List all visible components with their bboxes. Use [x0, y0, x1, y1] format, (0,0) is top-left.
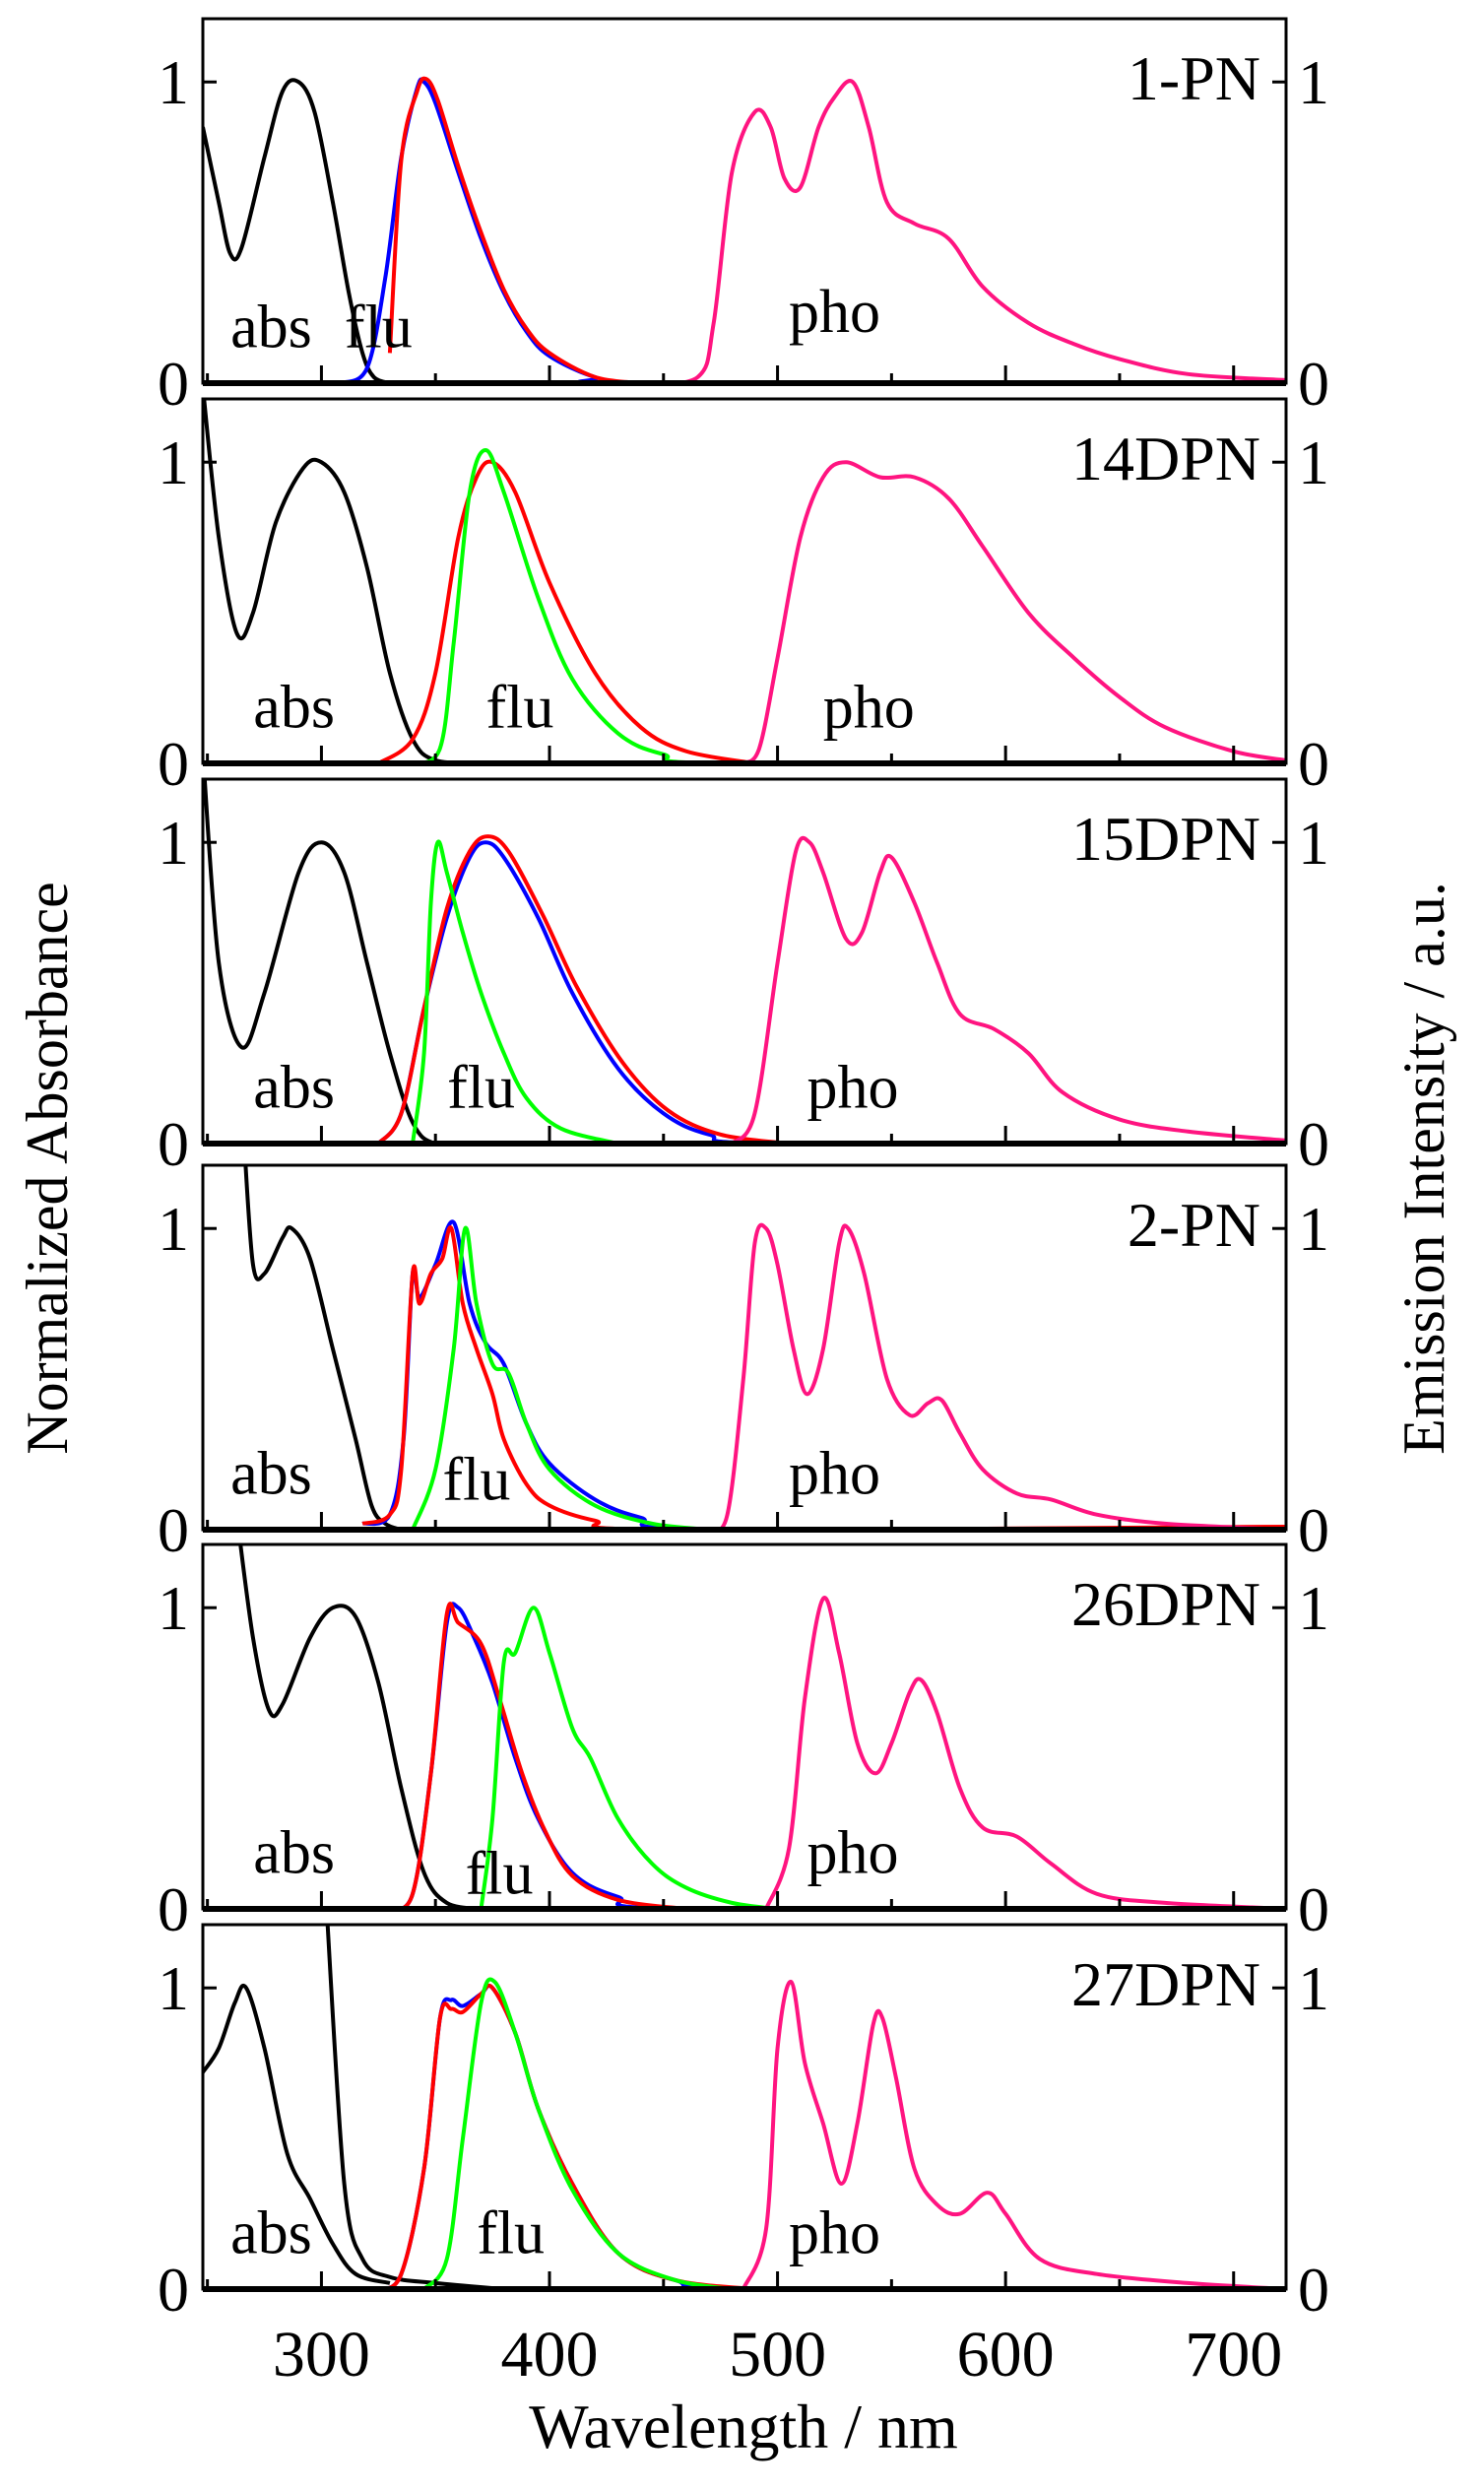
series-line-flu-red [377, 459, 755, 763]
series-line-flu-green [412, 447, 1286, 763]
series-line-flu-red [376, 834, 790, 1144]
y-tick-label-right: 0 [1298, 1109, 1329, 1179]
series-group [203, 399, 1286, 763]
curve-label-flu: flu [447, 1054, 515, 1121]
panel-name: 26DPN [1071, 1569, 1260, 1639]
series-line-abs [203, 1983, 391, 2285]
x-tick-label: 700 [1185, 2319, 1282, 2391]
curve-label-flu: flu [466, 1841, 534, 1908]
curve-label-pho: pho [789, 279, 880, 346]
series-group [203, 1925, 1286, 2289]
series-line-abs [243, 1165, 403, 1530]
series-line-pho [730, 835, 1286, 1144]
y-tick-label-right: 1 [1298, 1194, 1329, 1264]
y-axis-title-right: Emission Intensity / a.u. [1391, 882, 1456, 1455]
curve-label-flu: flu [485, 674, 553, 741]
y-tick-label-left: 1 [158, 1953, 189, 2023]
y-axis-title-left: Normalized Absorbance [15, 882, 80, 1454]
y-tick-label-left: 1 [158, 1194, 189, 1264]
panel-27dpn: 0 0 1 1 27DPN abs flu pho [158, 1923, 1329, 2325]
curve-label-flu: flu [442, 1446, 510, 1513]
y-tick-label-left: 0 [158, 729, 189, 799]
series-line-flu-green [479, 1606, 778, 1909]
curve-label-abs: abs [230, 294, 312, 361]
series-line-flu-green [422, 1977, 733, 2289]
x-tick-label: 600 [957, 2319, 1055, 2391]
series-line-pho [640, 79, 1286, 383]
panel-14dpn: 0 0 1 1 14DPN abs flu pho [158, 397, 1329, 799]
x-tick-label: 500 [729, 2319, 826, 2391]
panel-15dpn: 0 0 1 1 15DPN abs flu pho [158, 777, 1329, 1179]
series-line-abs [203, 78, 391, 383]
y-tick-label-left: 1 [158, 1573, 189, 1643]
y-tick-label-left: 0 [158, 1495, 189, 1565]
panel-name: 27DPN [1071, 1949, 1260, 2019]
y-tick-label-right: 1 [1298, 1953, 1329, 2023]
y-tick-label-right: 1 [1298, 808, 1329, 878]
curve-label-flu: flu [345, 294, 413, 361]
x-axis-title: Wavelength / nm [529, 2392, 958, 2461]
y-tick-label-left: 0 [158, 2255, 189, 2325]
y-tick-label-right: 1 [1298, 47, 1329, 117]
y-tick-label-left: 1 [158, 808, 189, 878]
series-line-abs [203, 399, 482, 763]
series-line-flu-green [411, 1225, 710, 1530]
y-tick-label-left: 1 [158, 427, 189, 497]
x-tick-label: 400 [501, 2319, 599, 2391]
curve-label-pho: pho [823, 674, 915, 741]
series-line-flu-red [388, 1602, 687, 1909]
series-line-flu-red [387, 76, 641, 383]
y-tick-label-left: 0 [158, 1109, 189, 1179]
y-tick-label-right: 1 [1298, 427, 1329, 497]
y-tick-label-left: 1 [158, 47, 189, 117]
panel-name: 15DPN [1071, 804, 1260, 874]
curve-label-pho: pho [789, 2199, 880, 2266]
series-line-abs [238, 1544, 482, 1909]
y-tick-label-right: 0 [1298, 2255, 1329, 2325]
series-line-pho [764, 1596, 1286, 1909]
series-line-pho [707, 1222, 1286, 1530]
series-line-flu-green [411, 839, 618, 1144]
series-line-flu-red [377, 1983, 755, 2289]
y-tick-label-right: 0 [1298, 729, 1329, 799]
curve-label-abs: abs [253, 674, 335, 741]
y-tick-label-right: 0 [1298, 1874, 1329, 1944]
y-tick-label-right: 0 [1298, 349, 1329, 419]
curve-label-flu: flu [477, 2199, 545, 2266]
panel-name: 14DPN [1071, 424, 1260, 493]
panel-1-pn: 0 0 1 1 1-PN abs flu pho [158, 17, 1329, 419]
panel-name: 1-PN [1128, 43, 1260, 113]
panel-name: 2-PN [1128, 1190, 1260, 1260]
curve-label-pho: pho [807, 1054, 899, 1121]
curve-label-pho: pho [789, 1440, 880, 1507]
series-line-pho [741, 1980, 1286, 2289]
panel-2-pn: 0 0 1 1 2-PN abs flu pho [158, 1163, 1329, 1565]
panel-26dpn: 0 0 1 1 26DPN abs flu pho [158, 1542, 1329, 1944]
curve-label-abs: abs [253, 1819, 335, 1886]
curve-label-abs: abs [253, 1054, 335, 1121]
curve-label-abs: abs [230, 2199, 312, 2266]
curve-label-pho: pho [807, 1819, 899, 1886]
y-tick-label-right: 1 [1298, 1573, 1329, 1643]
series-line-abs [203, 779, 482, 1144]
y-tick-label-right: 0 [1298, 1495, 1329, 1565]
series-line-pho [742, 460, 1286, 763]
series-group [238, 1544, 1286, 1909]
y-tick-label-left: 0 [158, 1874, 189, 1944]
curve-label-abs: abs [230, 1440, 312, 1507]
y-tick-label-left: 0 [158, 349, 189, 419]
x-tick-label: 300 [273, 2319, 370, 2391]
